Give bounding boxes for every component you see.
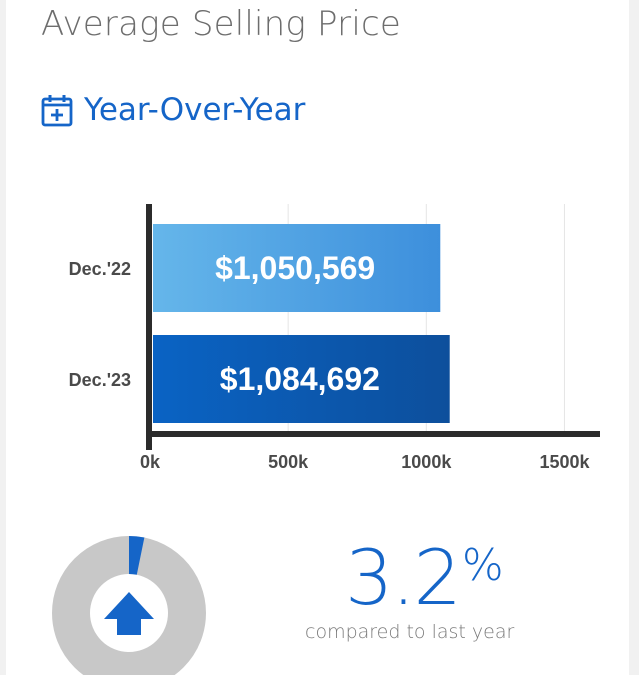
page-title: Average Selling Price <box>41 4 401 44</box>
arrow-up-icon <box>104 592 154 635</box>
subtitle-row: Year-Over-Year <box>40 92 305 128</box>
change-donut <box>52 536 206 675</box>
change-value: 3.2 <box>345 533 462 622</box>
calendar-plus-icon <box>41 95 73 127</box>
y-axis-line <box>146 204 152 450</box>
change-symbol: % <box>461 540 504 591</box>
x-tick-label: 500k <box>268 452 309 472</box>
y-category-label: Dec.'23 <box>69 370 131 390</box>
x-tick-label: 0k <box>140 452 161 472</box>
subtitle: Year-Over-Year <box>84 92 306 128</box>
bar-value-label: $1,084,692 <box>220 361 380 397</box>
bar <box>153 335 450 423</box>
x-axis-line <box>146 431 600 437</box>
y-category-label: Dec.'22 <box>69 259 131 279</box>
bar <box>153 224 441 312</box>
change-percentage: 3.2 % <box>345 538 504 618</box>
x-tick-label: 1500k <box>539 452 590 472</box>
bar-value-label: $1,050,569 <box>215 250 375 286</box>
x-tick-label: 1000k <box>401 452 452 472</box>
change-caption: compared to last year <box>305 621 515 643</box>
donut-progress-arc <box>128 536 145 575</box>
